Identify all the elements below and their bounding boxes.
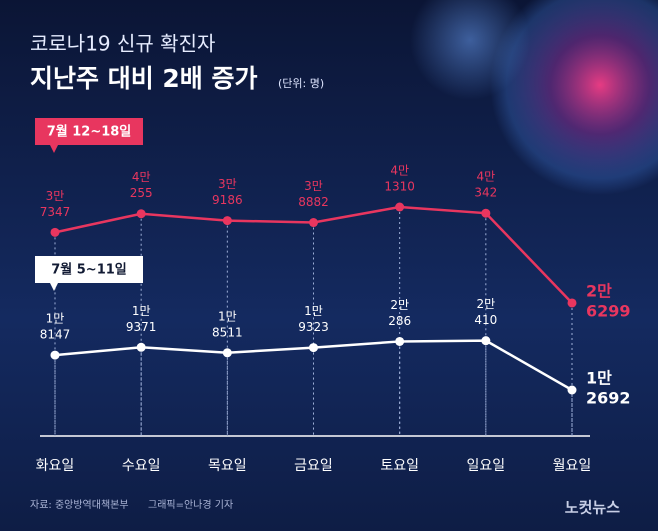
credit: 그래픽=안나경 기자 bbox=[148, 498, 233, 511]
value-label: 9323 bbox=[298, 320, 329, 334]
value-label: 2692 bbox=[586, 389, 631, 408]
x-tick-label: 금요일 bbox=[294, 458, 333, 474]
unit-label: (단위: 명) bbox=[278, 77, 324, 90]
legend-pointer bbox=[50, 283, 58, 291]
value-label: 342 bbox=[474, 186, 497, 200]
value-label: 2만 bbox=[476, 297, 495, 311]
value-label: 8147 bbox=[40, 328, 71, 342]
value-label: 6299 bbox=[586, 301, 631, 320]
value-label: 1만 bbox=[46, 312, 65, 326]
chart-title: 코로나19 신규 확진자 bbox=[30, 32, 215, 56]
virus-decoration bbox=[410, 0, 530, 100]
point bbox=[50, 227, 60, 237]
legend-label: 7월 5~11일 bbox=[51, 262, 127, 278]
value-label: 410 bbox=[474, 313, 497, 327]
point bbox=[481, 208, 491, 218]
point bbox=[395, 336, 405, 346]
value-label: 1310 bbox=[384, 180, 415, 194]
point bbox=[222, 216, 232, 226]
value-label: 4만 bbox=[132, 170, 151, 184]
value-label: 1만 bbox=[132, 304, 151, 318]
value-label: 8882 bbox=[298, 195, 329, 209]
value-label: 3만 bbox=[46, 189, 65, 203]
value-label: 1만 bbox=[304, 304, 323, 318]
point bbox=[136, 342, 146, 352]
x-tick-label: 토요일 bbox=[380, 458, 419, 474]
chart-subtitle: 지난주 대비 2배 증가 bbox=[30, 64, 258, 93]
value-label: 2만 bbox=[390, 298, 409, 312]
value-label: 3만 bbox=[304, 179, 323, 193]
value-label: 286 bbox=[388, 314, 411, 328]
point bbox=[567, 298, 577, 308]
legend-box bbox=[35, 256, 143, 283]
value-label: 9371 bbox=[126, 320, 157, 334]
point bbox=[567, 385, 577, 395]
point bbox=[481, 336, 491, 346]
x-tick-label: 화요일 bbox=[36, 458, 75, 474]
x-tick-label: 수요일 bbox=[122, 458, 161, 474]
source: 자료: 중앙방역대책본부 bbox=[30, 499, 129, 511]
x-tick-label: 월요일 bbox=[553, 458, 592, 474]
value-label: 7347 bbox=[40, 205, 71, 219]
point bbox=[395, 202, 405, 212]
value-label: 3만 bbox=[218, 177, 237, 191]
legend-box bbox=[35, 118, 143, 145]
x-tick-label: 목요일 bbox=[208, 458, 247, 474]
point bbox=[309, 343, 318, 353]
legend-label: 7월 12~18일 bbox=[47, 124, 132, 140]
virus-decoration bbox=[490, 0, 658, 195]
value-label: 2만 bbox=[586, 281, 612, 300]
value-label: 9186 bbox=[212, 193, 243, 207]
point bbox=[136, 209, 146, 219]
point bbox=[309, 218, 318, 228]
value-label: 4만 bbox=[390, 164, 409, 178]
value-label: 8511 bbox=[212, 325, 243, 339]
x-tick-label: 일요일 bbox=[467, 458, 506, 474]
value-label: 1만 bbox=[218, 309, 237, 323]
point bbox=[50, 350, 60, 360]
value-label: 255 bbox=[130, 186, 153, 200]
logo: 노컷뉴스 bbox=[565, 499, 620, 517]
value-label: 1만 bbox=[586, 369, 612, 388]
point bbox=[222, 348, 232, 358]
value-label: 4만 bbox=[476, 170, 495, 184]
legend-pointer bbox=[50, 145, 58, 153]
